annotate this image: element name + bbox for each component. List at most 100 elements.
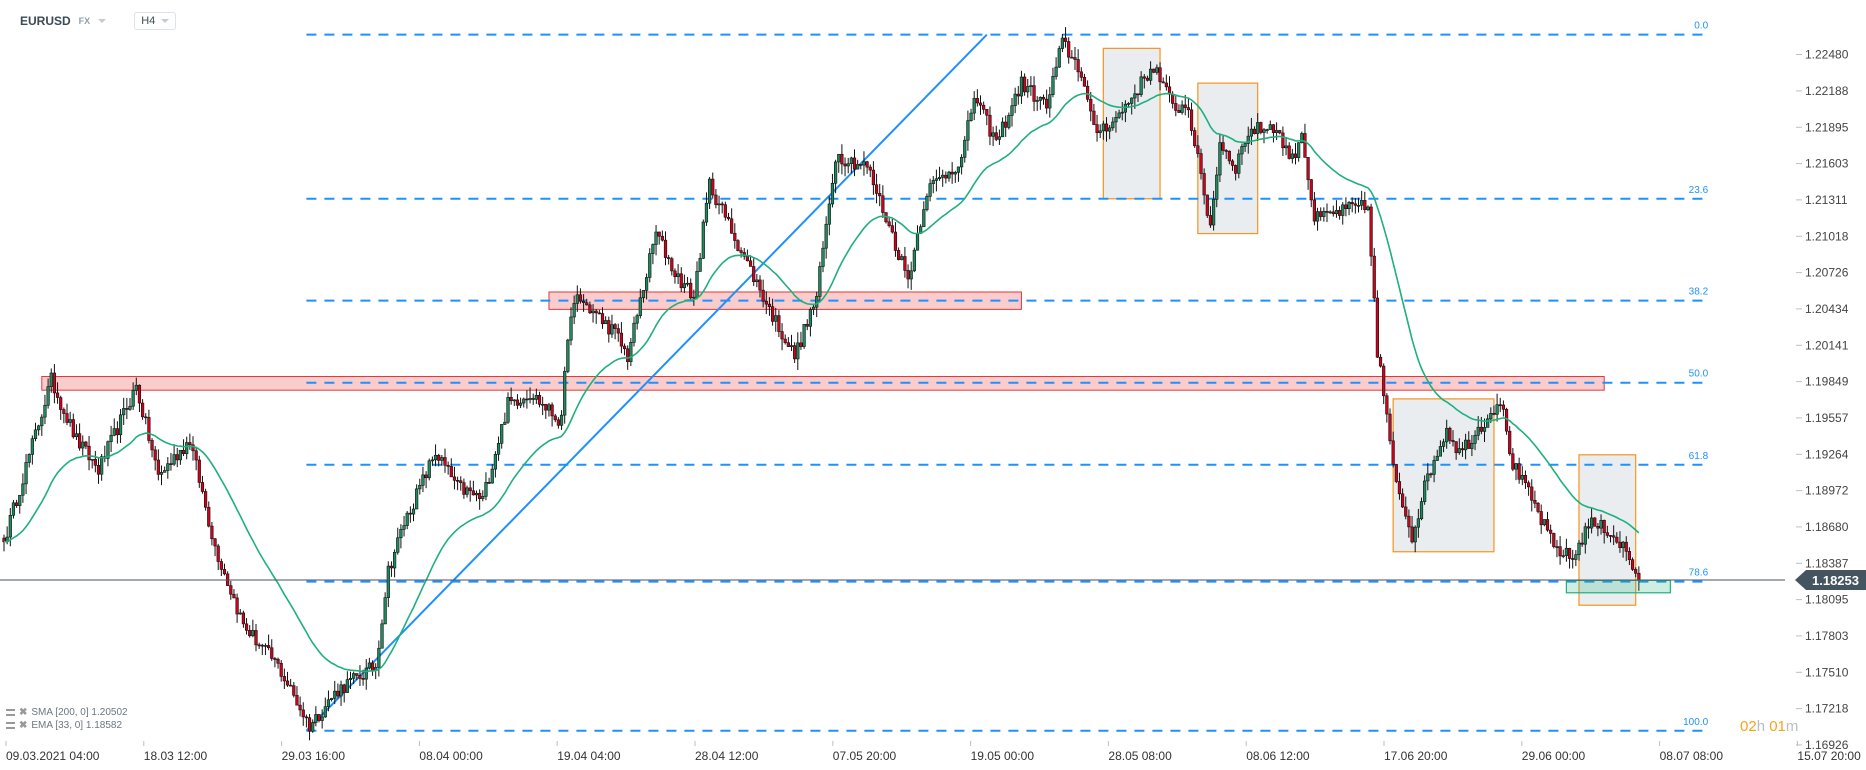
candle [1130,97,1134,104]
candle [1142,76,1146,79]
candle [1495,404,1499,415]
close-icon[interactable]: ✖ [19,707,28,718]
candle [704,202,709,223]
candle [1334,210,1339,215]
market-dropdown-icon[interactable] [98,19,107,23]
y-tick-label: 1.21895 [1805,120,1849,134]
candle [1555,546,1559,548]
candle [613,324,617,329]
close-icon[interactable]: ✖ [19,720,28,731]
candle [263,645,268,647]
candle [440,457,444,461]
candle [317,714,321,721]
y-tick-label: 1.21603 [1805,157,1849,171]
candle [896,250,901,260]
x-tick-label: 08.06 12:00 [1246,749,1310,763]
candle [1577,542,1581,555]
y-tick-label: 1.20434 [1805,302,1849,316]
x-tick-label: 19.05 00:00 [971,749,1035,763]
candle [780,331,784,340]
candle [956,166,961,173]
candle [1476,426,1480,436]
candle [367,662,372,669]
candle [597,312,601,315]
candle [953,172,957,175]
candle [93,458,97,466]
candle [1086,85,1090,100]
candle [1489,413,1493,420]
candle [1511,453,1515,470]
candle [1089,98,1093,112]
x-tick-label: 15.07 20:00 [1797,749,1861,763]
candle [607,320,611,335]
candle [1523,475,1528,484]
indicator-sma[interactable]: ✖ SMA [200, 0] 1.20502 [6,706,128,719]
candle [1561,555,1565,557]
candle [465,487,469,495]
candle [484,482,488,497]
candle [380,623,384,649]
candle [1624,541,1628,552]
candle [1199,153,1203,174]
y-tick-label: 1.17803 [1805,629,1849,643]
candle [805,324,809,327]
candle [1460,448,1465,451]
candle [15,502,19,506]
candle [345,679,349,693]
candle [1508,430,1512,455]
candle [575,294,579,304]
candle [1344,204,1348,209]
candle [522,398,526,404]
y-tick-label: 1.21018 [1805,229,1849,243]
settings-icon[interactable] [6,709,15,716]
candle [1041,96,1046,100]
symbol-label[interactable]: EURUSD [20,14,71,28]
timeframe-select[interactable]: H4 [134,12,177,30]
candle [197,459,201,483]
y-tick-label: 1.18972 [1805,484,1849,498]
candle [144,416,148,419]
candle [1423,480,1427,502]
candle [1482,427,1487,432]
candle [1101,123,1105,132]
x-tick-label: 17.06 20:00 [1384,749,1448,763]
indicator-ema[interactable]: ✖ EMA [33, 0] 1.18582 [6,719,128,732]
candle [906,270,910,280]
candle [282,676,286,682]
candle [739,250,743,253]
candle [33,429,38,439]
candle [270,647,274,659]
fib-level-label: 100.0 [1683,717,1708,728]
candle [1126,103,1131,105]
candle [389,565,394,569]
candle [1382,365,1386,397]
candle [59,397,63,410]
candle [518,402,523,406]
candle [301,709,305,718]
candle [1467,439,1471,449]
candle [1435,455,1439,461]
candle [260,644,264,647]
settings-icon[interactable] [6,722,15,729]
candle [1416,518,1420,528]
candle [745,256,749,262]
candle [1230,160,1235,166]
candle [887,221,891,226]
candle [846,163,850,167]
candle [723,204,727,218]
candle [1464,439,1468,451]
candle [1067,41,1071,58]
candle [1309,179,1313,201]
candle [1076,59,1080,73]
candle [298,704,302,711]
candle [1492,413,1496,415]
candle [1539,511,1543,526]
candle [1608,535,1613,537]
candle [1331,211,1335,215]
candle [216,545,220,562]
candle [796,342,800,360]
candle [163,470,167,473]
candle [937,177,942,180]
candle [1152,68,1156,73]
